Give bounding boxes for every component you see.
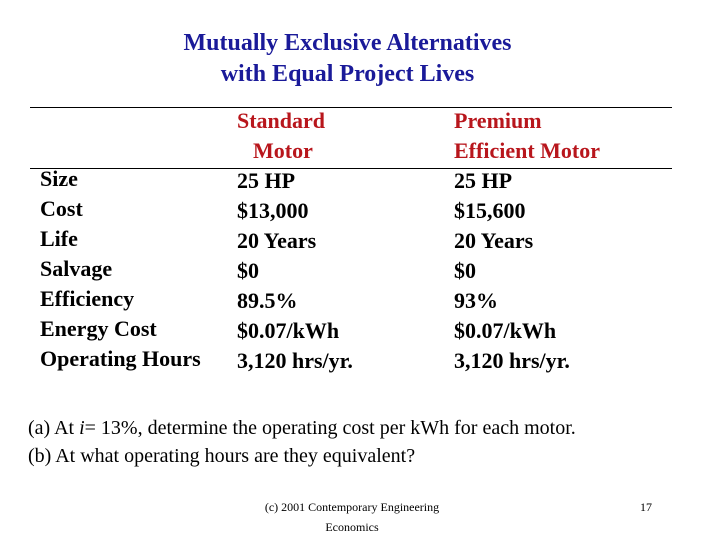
page-number: 17 (640, 500, 652, 514)
premium-size-value: 25 HP (454, 168, 513, 193)
question-a-prefix: (a) At (28, 417, 80, 439)
table-header-rule (30, 168, 672, 169)
standard-header-line-2: Motor (253, 138, 313, 163)
premium-efficiency-value: 93% (454, 288, 498, 313)
row-label-energy-cost: Energy Cost (40, 316, 157, 341)
row-label-salvage: Salvage (40, 256, 113, 281)
row-label-life: Life (40, 226, 78, 251)
standard-energy-cost-value: $0.07/kWh (237, 318, 340, 343)
standard-efficiency-value: 89.5% (237, 288, 298, 313)
footer-line-2: Economics (325, 520, 379, 534)
row-labels-column: Size Cost Life Salvage Efficiency Energy… (40, 164, 201, 374)
table-top-rule (30, 107, 672, 108)
standard-motor-column: Standard Motor 25 HP $13,000 20 Years $0… (237, 106, 353, 376)
premium-salvage-value: $0 (454, 258, 476, 283)
row-label-operating-hours: Operating Hours (40, 346, 201, 371)
standard-life-value: 20 Years (237, 228, 317, 253)
footer-line-1: (c) 2001 Contemporary Engineering (264, 500, 440, 514)
slide-title: Mutually Exclusive Alternatives with Equ… (0, 28, 695, 90)
premium-energy-cost-value: $0.07/kWh (454, 318, 557, 343)
premium-cost-value: $15,600 (454, 198, 526, 223)
premium-motor-column: Premium Efficient Motor 25 HP $15,600 20… (454, 106, 600, 376)
copyright-footer: (c) 2001 Contemporary Engineering Econom… (232, 497, 472, 537)
questions-block: (a) At i= 13%, determine the operating c… (28, 414, 718, 470)
standard-operating-hours-value: 3,120 hrs/yr. (237, 348, 353, 373)
question-a-suffix: = 13%, determine the operating cost per … (84, 417, 576, 439)
premium-header-line-1: Premium (454, 108, 542, 133)
premium-life-value: 20 Years (454, 228, 534, 253)
row-label-cost: Cost (40, 196, 83, 221)
standard-header-line-1: Standard (237, 108, 326, 133)
standard-cost-value: $13,000 (237, 198, 309, 223)
row-label-efficiency: Efficiency (40, 286, 135, 311)
premium-operating-hours-value: 3,120 hrs/yr. (454, 348, 570, 373)
question-a: (a) At i= 13%, determine the operating c… (28, 414, 718, 442)
question-a-variable: i (79, 417, 85, 439)
row-label-size: Size (40, 166, 78, 191)
premium-header-line-2: Efficient Motor (454, 138, 600, 163)
standard-salvage-value: $0 (237, 258, 259, 283)
slide-title-line-2: with Equal Project Lives (220, 61, 475, 87)
slide-title-line-1: Mutually Exclusive Alternatives (183, 30, 512, 56)
standard-size-value: 25 HP (237, 168, 296, 193)
question-b: (b) At what operating hours are they equ… (28, 445, 416, 467)
